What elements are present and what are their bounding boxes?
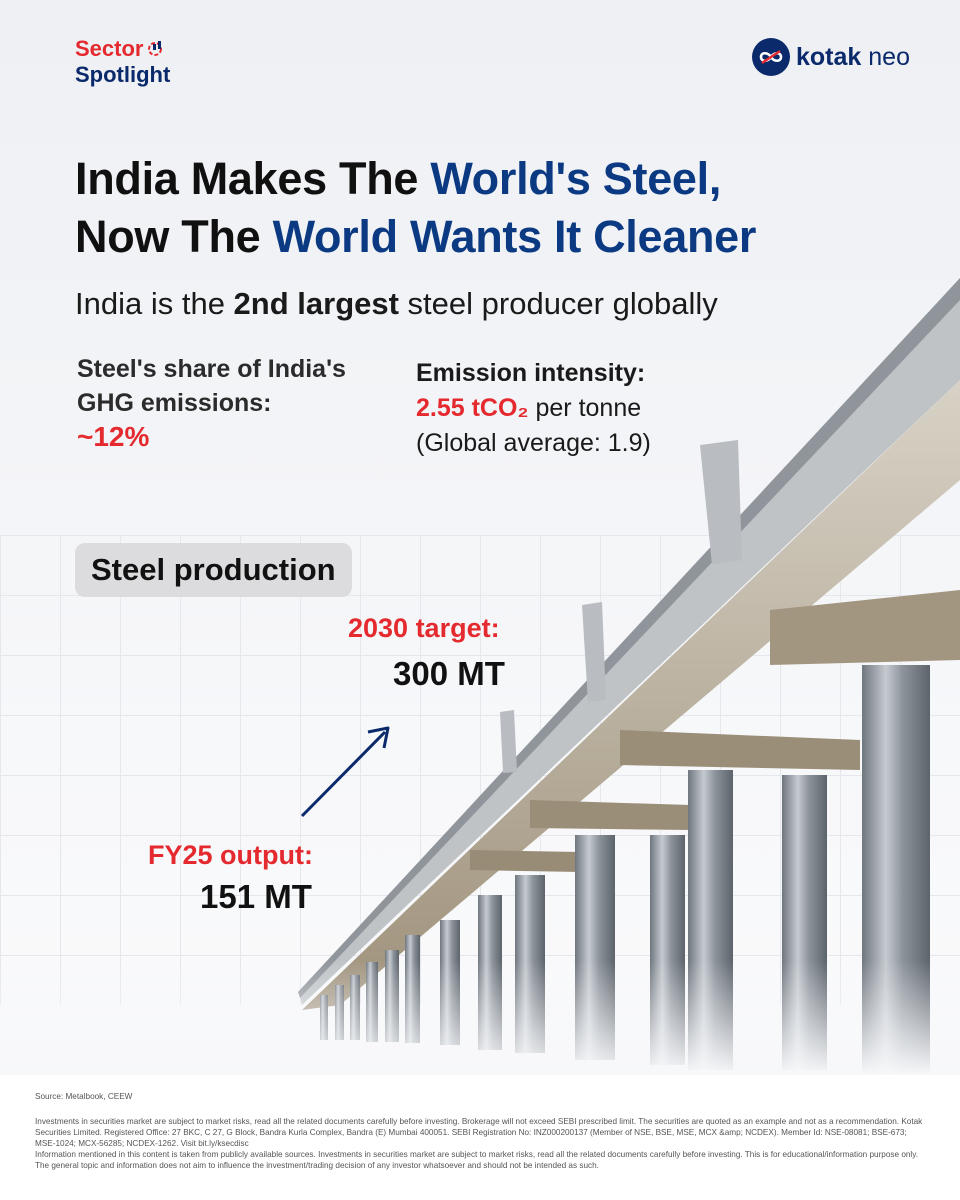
neo-wordmark: neo: [868, 42, 910, 71]
emission-intensity-suffix: per tonne: [528, 394, 642, 422]
global-average: (Global average: 1.9): [416, 429, 651, 457]
sector-logo-line1: Sector: [75, 36, 144, 61]
ghg-share-stat: Steel's share of India's GHG emissions: …: [77, 352, 346, 454]
target-value: 300 MT: [393, 655, 505, 692]
target-label: 2030 target:: [348, 613, 500, 643]
ghg-share-line2: GHG emissions:: [77, 389, 272, 417]
ghg-share-value: ~12%: [77, 421, 150, 452]
emission-intensity-title: Emission intensity:: [416, 359, 646, 387]
headline-line2-dark: Now The: [75, 211, 273, 262]
headline-line1-blue: World's Steel,: [430, 153, 722, 204]
subhead-pre: India is the: [75, 286, 234, 321]
gear-chart-icon: [148, 41, 163, 56]
kotak-wordmark: kotak: [796, 42, 862, 71]
page-title: India Makes The World's Steel, Now The W…: [75, 150, 895, 266]
fy25-label: FY25 output:: [148, 840, 313, 870]
ghg-share-line1: Steel's share of India's: [77, 355, 346, 383]
subhead-bold: 2nd largest: [233, 286, 399, 321]
sector-spotlight-logo: Sector Spotlight: [75, 38, 170, 86]
emission-intensity-value: 2.55 tCO₂: [416, 394, 529, 422]
headline-line2-blue: World Wants It Cleaner: [272, 211, 757, 262]
kotak-infinity-icon: [752, 38, 790, 76]
source-note: Source: Metalbook, CEEW: [35, 1092, 133, 1101]
fy25-value: 151 MT: [200, 878, 312, 915]
poster-canvas: Sector Spotlight kotak neo India Makes T…: [0, 0, 960, 1075]
footer-disclaimer: Source: Metalbook, CEEW Investments in s…: [0, 1075, 960, 1200]
emission-intensity-stat: Emission intensity: 2.55 tCO₂ per tonne …: [416, 356, 651, 461]
bridge-illustration: [0, 278, 960, 1075]
sector-logo-line2: Spotlight: [75, 62, 171, 87]
disclaimer-text: Investments in securities market are sub…: [35, 1117, 923, 1148]
subhead-post: steel producer globally: [398, 286, 718, 321]
steel-production-pill: Steel production: [75, 543, 352, 597]
subheading: India is the 2nd largest steel producer …: [75, 286, 718, 322]
arrow-up-right-icon: [300, 726, 390, 818]
disclaimer-text-2: Information mentioned in this content is…: [35, 1150, 919, 1170]
kotak-neo-logo: kotak neo: [752, 38, 910, 76]
headline-line1-dark: India Makes The: [75, 153, 431, 204]
